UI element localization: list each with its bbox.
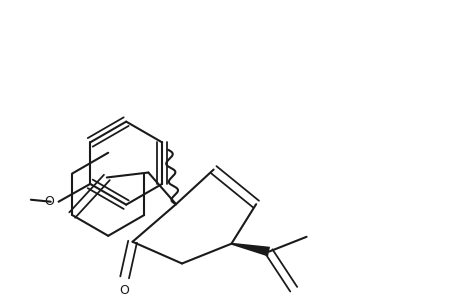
Polygon shape xyxy=(231,243,269,256)
Text: O: O xyxy=(119,284,129,297)
Text: O: O xyxy=(45,195,55,208)
